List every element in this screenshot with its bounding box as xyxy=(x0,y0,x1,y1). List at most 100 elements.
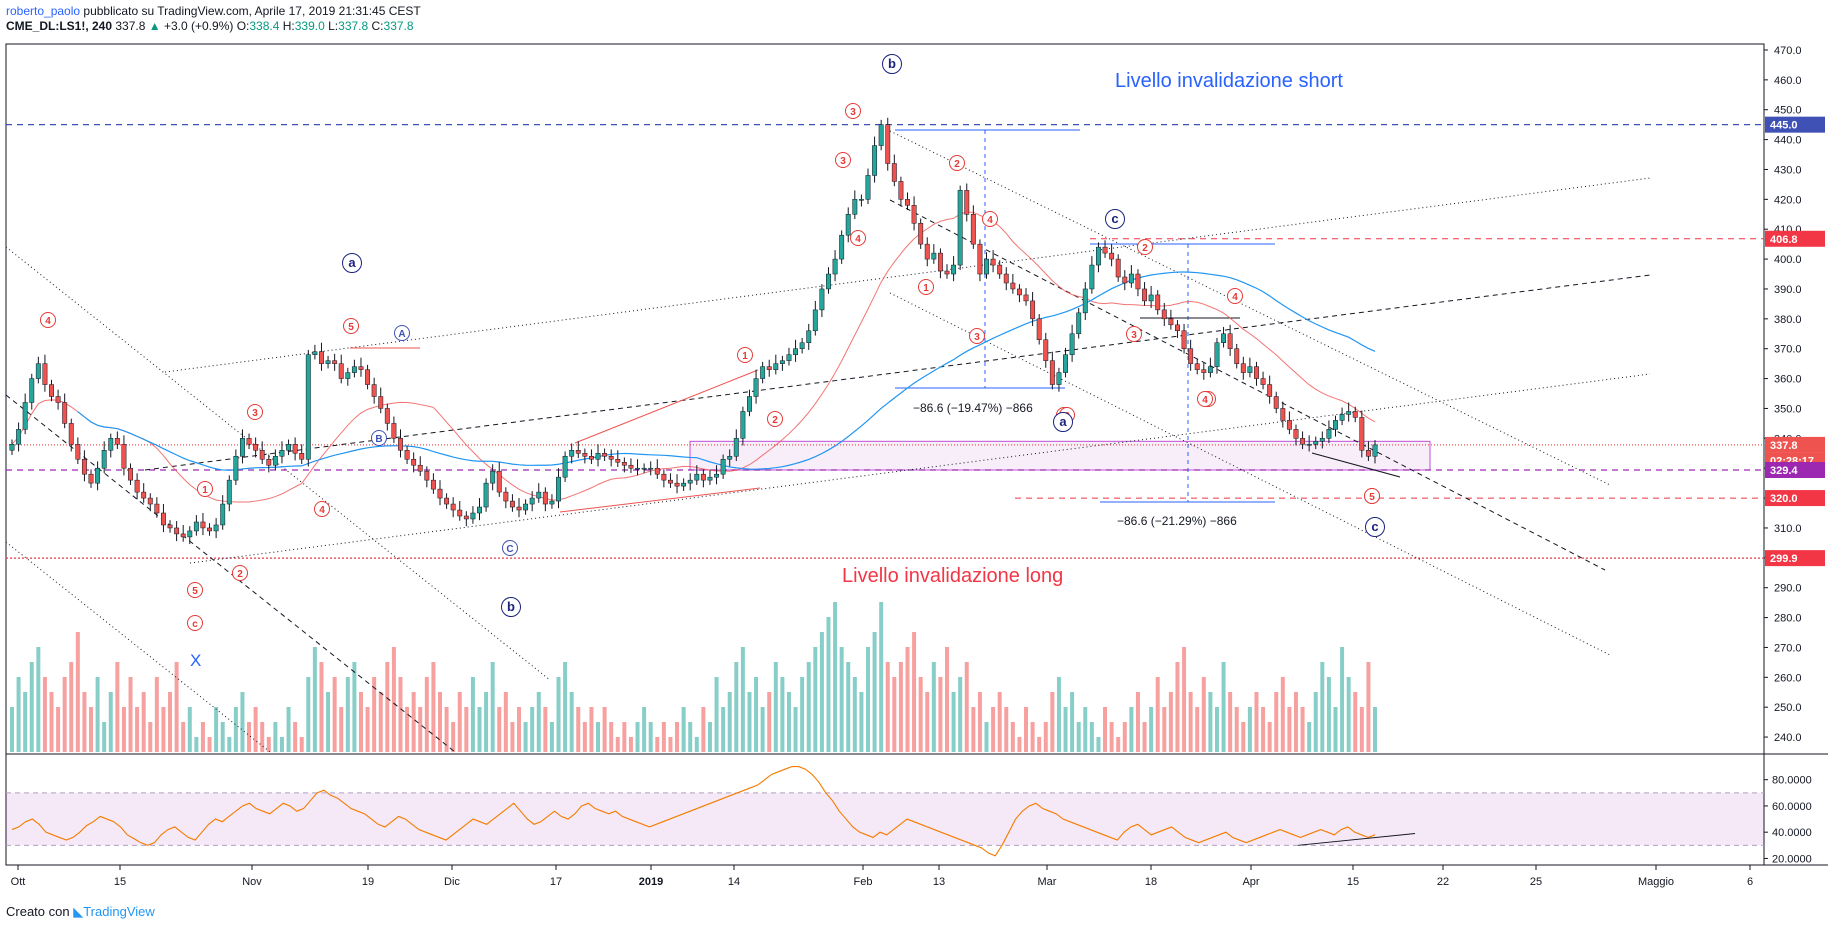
time-tick-label: 15 xyxy=(114,876,126,888)
volume-bar xyxy=(859,692,864,752)
candle-up xyxy=(694,473,700,481)
volume-bar xyxy=(89,707,94,752)
volume-bar xyxy=(543,707,548,752)
candle-up xyxy=(1095,246,1101,266)
candle-down xyxy=(147,497,153,505)
candle-down xyxy=(180,533,186,538)
candle-down xyxy=(615,458,621,463)
volume-bar xyxy=(945,647,950,752)
low-value: 337.8 xyxy=(338,19,369,33)
volume-bar xyxy=(964,662,969,752)
publish-info: pubblicato su TradingView.com, Aprile 17… xyxy=(83,4,421,18)
candle-up xyxy=(490,470,496,484)
volume-bar xyxy=(1293,692,1298,752)
footer-brand[interactable]: TradingView xyxy=(83,904,155,919)
candle-up xyxy=(931,252,937,260)
tradingview-logo-icon: ◣ xyxy=(73,904,84,919)
volume-bar xyxy=(1188,692,1193,752)
symbol-name[interactable]: CME_DL:LS1!, 240 xyxy=(6,19,113,33)
candle-down xyxy=(1286,420,1292,430)
volume-bar xyxy=(148,722,153,752)
candle-down xyxy=(885,124,891,164)
volume-bar xyxy=(635,722,640,752)
volume-bar xyxy=(174,662,179,752)
candle-down xyxy=(160,512,166,526)
volume-bar xyxy=(339,707,344,752)
volume-bar xyxy=(602,707,607,752)
volume-bar xyxy=(596,722,601,752)
volume-bar xyxy=(754,677,759,752)
rsi-pane[interactable]: 80.0000 60.0000 40.0000 20.0000 xyxy=(6,766,1812,866)
candle-down xyxy=(588,456,594,460)
price-tag xyxy=(1765,490,1825,507)
volume-bar xyxy=(931,662,936,752)
candle-down xyxy=(1188,348,1194,364)
time-tick-label: 13 xyxy=(933,876,945,888)
time-tick-label: 14 xyxy=(728,876,740,888)
volume-bar xyxy=(200,722,205,752)
time-tick-label: Feb xyxy=(854,876,873,888)
wave-label-red-text: 3 xyxy=(252,408,258,419)
author-link[interactable]: roberto_paolo xyxy=(6,4,81,18)
volume-bar xyxy=(121,707,126,752)
volume-bar xyxy=(1359,707,1364,752)
candle-up xyxy=(1069,333,1075,355)
volume-bar xyxy=(82,692,87,752)
volume-bar xyxy=(1149,707,1154,752)
support-zone xyxy=(689,440,1431,471)
price-tick-label: 440.0 xyxy=(1774,135,1802,147)
wave-label-x: X xyxy=(190,651,201,670)
volume-bar xyxy=(1116,737,1121,752)
price-tick-label: 270.0 xyxy=(1774,642,1802,654)
divergence-line xyxy=(1311,452,1401,478)
candle-down xyxy=(997,264,1003,275)
candle-down xyxy=(621,461,627,466)
volume-bar xyxy=(734,662,739,752)
wave-label-red-text: c xyxy=(192,619,198,630)
volume-bar xyxy=(1313,692,1318,752)
candle-down xyxy=(42,363,48,385)
price-tick-label: 280.0 xyxy=(1774,613,1802,625)
time-axis[interactable]: Ott 15 Nov 19 Dic 17 2019 14 Feb 13 Mar 18 Apr 15 22 25… xyxy=(6,864,1828,888)
volume-bar xyxy=(431,662,436,752)
candle-down xyxy=(516,506,522,511)
candle-down xyxy=(905,199,910,206)
candle-up xyxy=(22,402,28,430)
candle-down xyxy=(918,222,924,245)
wave-label-blue-text: b xyxy=(888,56,896,71)
volume-bar xyxy=(141,692,146,752)
volume-bar xyxy=(648,722,653,752)
candle-up xyxy=(470,512,476,520)
candle-up xyxy=(286,444,292,451)
candle-up xyxy=(1326,429,1332,439)
candle-up xyxy=(1319,438,1325,442)
volume-bar xyxy=(108,692,113,752)
volume-bar xyxy=(885,662,890,752)
candle-down xyxy=(1135,273,1141,290)
candle-up xyxy=(1214,342,1220,367)
volume-bar xyxy=(806,662,811,752)
candle-down xyxy=(365,369,371,385)
price-tick-label: 400.0 xyxy=(1774,254,1802,266)
candle-up xyxy=(707,476,713,481)
volume-bar xyxy=(800,677,805,752)
last-price: 337.8 xyxy=(115,19,146,33)
price-tick-label: 390.0 xyxy=(1774,284,1802,296)
volume-bar xyxy=(36,647,41,752)
volume-bar xyxy=(1056,677,1061,752)
candle-up xyxy=(1333,420,1338,430)
candle-up xyxy=(1339,414,1345,421)
wave-label-red-text: 3 xyxy=(840,156,846,167)
wave-label-sub-text: B xyxy=(375,434,382,445)
wave-label-blue-text: b xyxy=(507,599,515,614)
candle-down xyxy=(1115,258,1121,278)
candle-down xyxy=(1260,378,1266,385)
candle-down xyxy=(450,503,456,511)
candle-down xyxy=(371,384,377,397)
volume-bar xyxy=(839,647,844,752)
price-axis[interactable]: 240.0250.0260.0270.0280.0290.0300.0310.0… xyxy=(1764,45,1825,744)
wave-label-red-text: 5 xyxy=(348,322,354,333)
wave-label-blue xyxy=(882,54,902,74)
volume-bar xyxy=(1228,692,1233,752)
